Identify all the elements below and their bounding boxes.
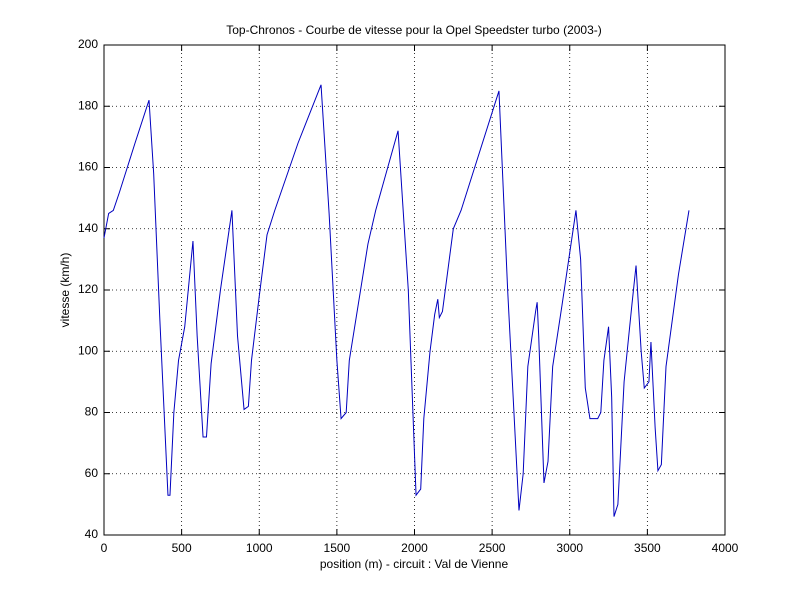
y-tick-label: 160: [78, 160, 98, 174]
x-axis-label: position (m) - circuit : Val de Vienne: [320, 557, 509, 571]
y-tick-label: 120: [78, 282, 98, 296]
speed-line: [103, 84, 690, 517]
y-tick-label: 60: [85, 466, 99, 480]
x-tick-label: 1000: [246, 541, 273, 555]
plot-frame: [103, 44, 726, 536]
x-tick-label: 3500: [634, 541, 661, 555]
y-axis-label: vitesse (km/h): [58, 253, 72, 328]
y-tick-label: 180: [78, 98, 98, 112]
y-tick-label: 140: [78, 221, 98, 235]
x-tick-label: 500: [172, 541, 192, 555]
x-tick-label: 2000: [401, 541, 428, 555]
x-tick-label: 0: [101, 541, 108, 555]
x-tick-label: 4000: [712, 541, 739, 555]
x-tick-label: 2500: [479, 541, 506, 555]
y-tick-label: 80: [85, 405, 99, 419]
y-tick-label: 200: [78, 37, 98, 51]
x-tick-label: 3000: [556, 541, 583, 555]
y-tick-label: 100: [78, 343, 98, 357]
chart-title: Top-Chronos - Courbe de vitesse pour la …: [226, 23, 602, 37]
y-tick-label: 40: [85, 527, 99, 541]
x-tick-label: 1500: [324, 541, 351, 555]
